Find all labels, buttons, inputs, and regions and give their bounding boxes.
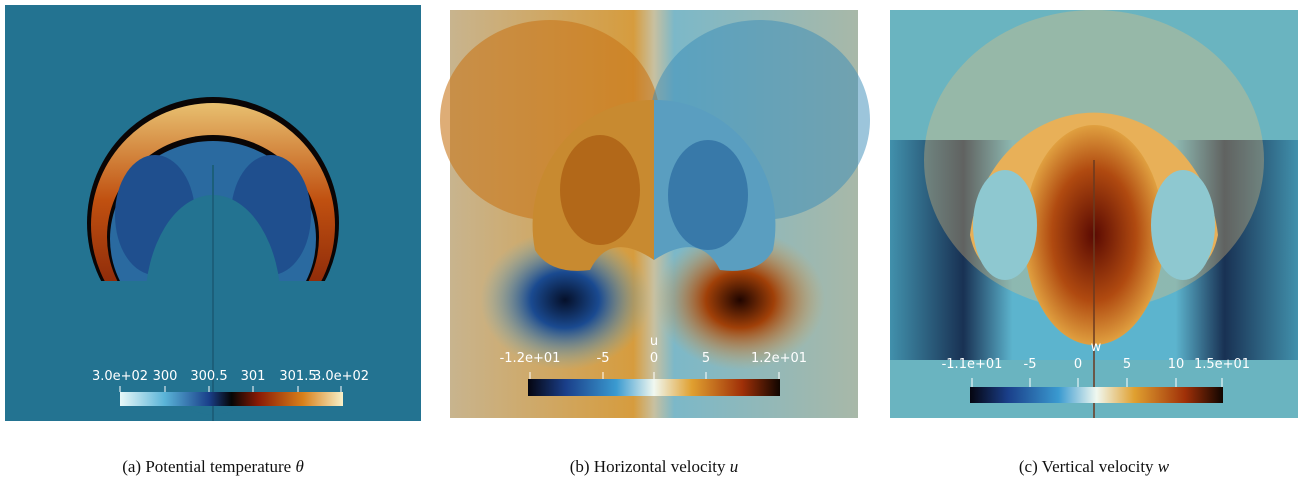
- colorbar-tick-label: 10: [1168, 357, 1185, 372]
- colorbar-tick-label: 5: [1123, 357, 1131, 372]
- caption-text: (b) Horizontal velocity: [570, 457, 726, 476]
- colorbar-tick-label: -1.2e+01: [500, 351, 561, 366]
- colorbar-title: u: [650, 334, 658, 349]
- caption: (b) Horizontal velocity u: [570, 457, 739, 476]
- panel-b-field: [440, 10, 870, 418]
- caption-text: (a) Potential temperature: [122, 457, 291, 476]
- colorbar-tick-label: 3.0e+02: [313, 369, 369, 384]
- colorbar-tick-label: 0: [1074, 357, 1082, 372]
- colorbar-tick-label: 1.5e+01: [1194, 357, 1250, 372]
- colorbar-c: [970, 387, 1223, 403]
- caption-text: (c) Vertical velocity: [1019, 457, 1154, 476]
- colorbar-b: [528, 379, 780, 396]
- colorbar-tick-label: -5: [597, 351, 610, 366]
- colorbar-tick-label: 300: [153, 369, 178, 384]
- caption: (a) Potential temperature θ: [122, 457, 304, 476]
- panel-a-field: [5, 5, 421, 421]
- caption-symbol: w: [1158, 457, 1170, 476]
- colorbar-tick-label: -1.1e+01: [942, 357, 1003, 372]
- caption-symbol: u: [730, 457, 739, 476]
- colorbar-tick-label: 301: [241, 369, 266, 384]
- colorbar-tick-label: 0: [650, 351, 658, 366]
- panel-c-field: [890, 10, 1298, 418]
- colorbar-title: w: [1091, 340, 1102, 355]
- colorbar-tick-label: 5: [702, 351, 710, 366]
- colorbar-a: [120, 392, 343, 406]
- caption: (c) Vertical velocity w: [1019, 457, 1170, 476]
- colorbar-tick-label: 3.0e+02: [92, 369, 148, 384]
- colorbar-tick-label: -5: [1024, 357, 1037, 372]
- colorbar-tick-label: 300.5: [190, 369, 227, 384]
- colorbar-tick-label: 301.5: [279, 369, 316, 384]
- caption-symbol: θ: [295, 457, 303, 476]
- colorbar-tick-label: 1.2e+01: [751, 351, 807, 366]
